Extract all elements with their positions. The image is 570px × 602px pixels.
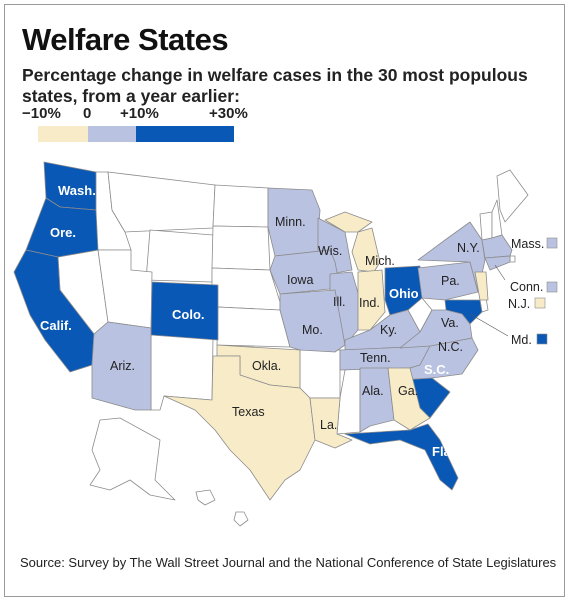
state-la bbox=[309, 397, 353, 449]
state-texas bbox=[163, 355, 316, 501]
state-ar bbox=[299, 349, 341, 399]
label-texas: Texas bbox=[232, 405, 265, 419]
label-ny: N.Y. bbox=[457, 241, 480, 255]
state-conn bbox=[484, 255, 511, 271]
state-ri bbox=[509, 255, 516, 263]
legend-tick-plus10: +10% bbox=[120, 105, 159, 122]
label-iowa: Iowa bbox=[287, 273, 313, 287]
state-colo bbox=[150, 281, 219, 341]
label-ga: Ga. bbox=[398, 384, 418, 398]
figure-frame bbox=[4, 4, 565, 597]
legend-tick-minus10: −10% bbox=[22, 105, 61, 122]
state-ks bbox=[216, 306, 291, 348]
label-ind: Ind. bbox=[359, 296, 380, 310]
label-wash: Wash. bbox=[58, 183, 96, 198]
label-ohio: Ohio bbox=[389, 286, 419, 301]
legend-tick-plus30: +30% bbox=[209, 105, 248, 122]
label-ore: Ore. bbox=[50, 225, 76, 240]
label-fla: Fla. bbox=[432, 444, 454, 459]
state-hawaii-big bbox=[233, 511, 249, 527]
label-okla: Okla. bbox=[252, 359, 281, 373]
state-mich-up bbox=[324, 211, 373, 233]
state-alaska bbox=[89, 417, 176, 501]
state-fla bbox=[344, 423, 459, 491]
map-title: Welfare States bbox=[22, 22, 229, 57]
label-ill: Ill. bbox=[333, 295, 346, 309]
legend-bin-decrease bbox=[38, 126, 88, 142]
state-ms bbox=[336, 367, 361, 435]
state-pa bbox=[417, 261, 479, 301]
label-conn: Conn. bbox=[510, 280, 543, 294]
state-va bbox=[399, 309, 473, 349]
state-vt bbox=[479, 211, 493, 241]
label-mass: Mass. bbox=[511, 237, 544, 251]
callout-swatch-conn bbox=[546, 281, 558, 293]
state-ind bbox=[357, 269, 386, 331]
legend-tick-0: 0 bbox=[83, 105, 92, 122]
label-la: La. bbox=[320, 418, 337, 432]
label-mo: Mo. bbox=[302, 323, 323, 337]
state-nd bbox=[212, 184, 269, 228]
label-wis: Wis. bbox=[318, 244, 342, 258]
state-calif bbox=[13, 249, 95, 373]
state-ala bbox=[359, 367, 395, 433]
source-note: Source: Survey by The Wall Street Journa… bbox=[20, 555, 557, 570]
state-ne bbox=[211, 267, 281, 311]
legend-bin-small-increase bbox=[88, 126, 136, 142]
state-mo bbox=[279, 289, 346, 353]
callout-line-conn bbox=[494, 264, 506, 281]
label-nc: N.C. bbox=[438, 340, 463, 354]
state-montana bbox=[107, 171, 216, 233]
state-nj bbox=[474, 271, 489, 301]
label-ky: Ky. bbox=[380, 323, 397, 337]
callout-swatch-mass bbox=[546, 237, 558, 249]
callout-line-md bbox=[469, 313, 509, 337]
state-hawaii bbox=[195, 489, 216, 506]
callout-swatch-nj bbox=[534, 297, 546, 309]
label-nj: N.J. bbox=[508, 297, 530, 311]
label-calif: Calif. bbox=[40, 318, 72, 333]
label-mich: Mich. bbox=[365, 254, 395, 268]
state-wyoming bbox=[145, 229, 214, 283]
label-ala: Ala. bbox=[362, 384, 384, 398]
label-sc: S.C. bbox=[424, 362, 449, 377]
legend-bin-large-increase bbox=[136, 126, 234, 142]
map-subtitle: Percentage change in welfare cases in th… bbox=[22, 65, 528, 106]
state-sd bbox=[211, 225, 271, 271]
label-va: Va. bbox=[441, 316, 459, 330]
label-tenn: Tenn. bbox=[360, 351, 391, 365]
label-pa: Pa. bbox=[441, 274, 460, 288]
state-ariz bbox=[91, 321, 152, 411]
label-ariz: Ariz. bbox=[110, 359, 135, 373]
state-me bbox=[496, 169, 529, 223]
callout-swatch-md bbox=[536, 333, 548, 345]
label-minn: Minn. bbox=[275, 215, 306, 229]
label-md: Md. bbox=[511, 333, 532, 347]
state-ga bbox=[387, 367, 431, 431]
label-colo: Colo. bbox=[172, 307, 205, 322]
